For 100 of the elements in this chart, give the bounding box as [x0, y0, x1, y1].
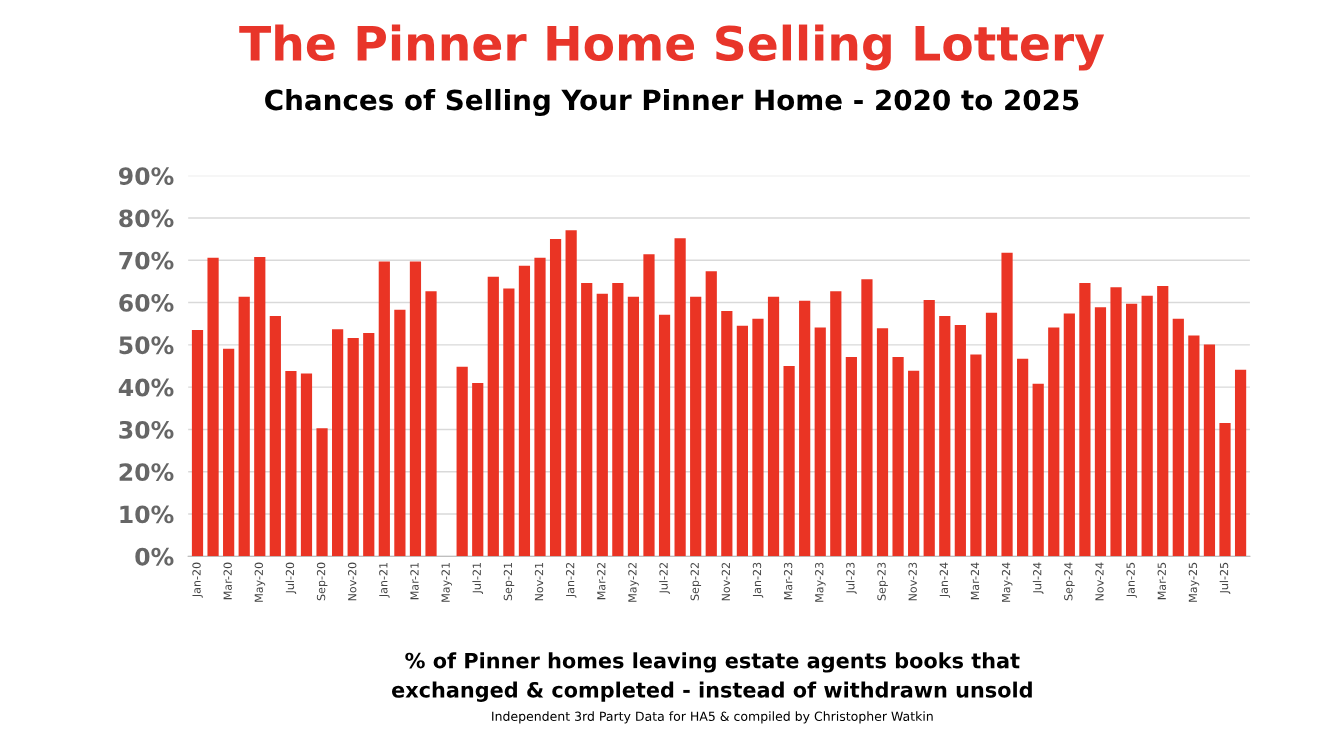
x-tick-label: Jul-22	[659, 562, 670, 594]
x-tick-label: Jul-21	[472, 562, 484, 594]
x-tick-label: Jul-24	[1032, 562, 1044, 594]
bar	[503, 288, 515, 557]
bar	[254, 256, 266, 557]
x-tick-label: Nov-21	[534, 562, 544, 601]
bar	[1094, 307, 1107, 557]
bar	[674, 238, 686, 557]
bar	[363, 333, 375, 557]
x-tick-label: Jan-23	[752, 562, 764, 598]
bar	[939, 316, 951, 557]
bar	[876, 328, 889, 557]
bar	[285, 371, 297, 557]
x-tick-label: Mar-21	[410, 562, 419, 600]
bar	[1172, 318, 1184, 557]
x-tick-label: May-24	[1001, 562, 1013, 602]
bar	[799, 300, 811, 557]
x-tick-label: Jan-24	[939, 562, 951, 598]
y-tick-label: 20%	[119, 463, 174, 482]
bar	[487, 276, 499, 557]
x-tick-label: Jan-21	[379, 562, 390, 598]
bar	[954, 324, 966, 557]
bar	[612, 283, 624, 557]
bar	[1141, 295, 1153, 557]
bar	[1188, 335, 1200, 557]
bar	[1048, 327, 1060, 557]
bar	[238, 296, 250, 557]
x-tick-label: May-23	[815, 562, 826, 602]
bar	[1079, 283, 1091, 557]
bar	[565, 230, 577, 557]
bar	[394, 309, 406, 557]
x-tick-label: Mar-25	[1157, 562, 1166, 600]
bar	[970, 354, 982, 557]
bar	[627, 296, 640, 557]
x-tick-label: Jul-25	[1219, 562, 1231, 594]
chart-title: The Pinner Home Selling Lottery	[239, 24, 1105, 71]
bar	[534, 257, 546, 557]
x-tick-label: Jul-23	[845, 562, 857, 594]
bar	[316, 428, 328, 557]
bar	[1063, 313, 1075, 557]
bar	[814, 327, 826, 557]
x-tick-label: Mar-22	[597, 562, 606, 600]
x-tick-label: May-21	[441, 562, 452, 602]
bar	[1110, 287, 1122, 557]
y-tick-label: 10%	[120, 505, 174, 524]
bar	[908, 370, 920, 557]
bar	[223, 348, 235, 557]
y-tick-label: 50%	[119, 336, 174, 355]
x-tick-label: Jan-22	[565, 562, 577, 598]
bar	[596, 293, 608, 557]
text: Independent 3rd Party Data for HA5 & compiled by Christopher Watkin	[492, 711, 933, 724]
y-tick-label: 60%	[119, 294, 174, 312]
x-tick-label: Sep-22	[690, 562, 702, 601]
y-tick-label: 80%	[119, 209, 174, 228]
bar	[332, 329, 344, 557]
bar	[845, 357, 857, 557]
y-tick-label: 40%	[118, 378, 174, 397]
bar	[892, 357, 904, 557]
bar	[1032, 383, 1044, 557]
y-tick-label: 70%	[119, 251, 174, 270]
bar	[347, 338, 359, 557]
bar	[783, 366, 795, 557]
y-tick-label: 30%	[119, 420, 174, 439]
x-tick-label: Sep-20	[316, 562, 328, 601]
bar	[705, 271, 717, 557]
bar	[518, 265, 531, 557]
bar	[767, 296, 780, 557]
x-tick-label: Sep-23	[877, 562, 888, 601]
x-tick-label: Nov-22	[721, 562, 731, 601]
x-tick-label: Sep-21	[503, 562, 515, 601]
x-tick-label: Jan-20	[192, 562, 203, 598]
bar	[1001, 252, 1013, 557]
bar	[1126, 303, 1138, 557]
x-tick-label: Sep-24	[1064, 562, 1075, 601]
x-tick-label: Nov-24	[1095, 562, 1104, 601]
x-tick-label: May-25	[1188, 562, 1200, 602]
bar	[378, 261, 390, 557]
bar	[643, 254, 655, 557]
bar	[1017, 358, 1029, 557]
bar	[1234, 369, 1247, 557]
bar	[1219, 423, 1231, 557]
x-tick-label: Jul-20	[285, 562, 297, 594]
bar	[207, 257, 219, 557]
bar	[581, 283, 593, 557]
chart-subtitle: Chances of Selling Your Pinner Home - 2020 to 2025	[265, 88, 1079, 117]
bar	[269, 316, 281, 557]
bar	[549, 239, 562, 557]
x-tick-label: Mar-20	[223, 562, 232, 600]
bar	[690, 296, 702, 557]
bar	[830, 291, 842, 557]
bar	[472, 382, 484, 557]
x-tick-label: Mar-24	[970, 562, 980, 600]
bar	[409, 261, 422, 557]
bar	[721, 311, 733, 557]
x-tick-label: Mar-23	[783, 562, 793, 600]
x-tick-label: Nov-23	[908, 562, 917, 601]
x-tick-label: Jan-25	[1126, 562, 1137, 598]
bar	[985, 312, 998, 557]
bar	[923, 300, 935, 557]
bar	[191, 330, 204, 557]
